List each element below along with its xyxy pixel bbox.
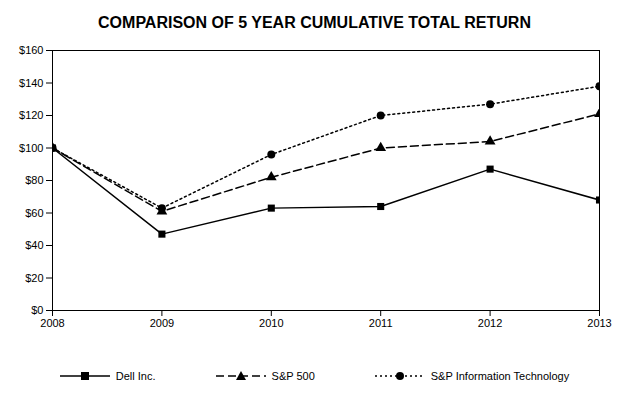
html-text:S&P 500: S&P 500: [271, 370, 315, 382]
html-text:Dell Inc.: Dell Inc.: [115, 370, 156, 382]
svg-text:$160: $160: [19, 44, 43, 56]
svg-text:2010: 2010: [259, 317, 283, 329]
svg-text:2011: 2011: [369, 317, 393, 329]
svg-text:2012: 2012: [478, 317, 502, 329]
svg-text:$60: $60: [25, 207, 43, 219]
svg-text:$0: $0: [31, 304, 43, 316]
svg-text:$20: $20: [25, 272, 43, 284]
svg-text:$100: $100: [19, 142, 43, 154]
svg-text:$80: $80: [25, 174, 43, 186]
svg-text:$140: $140: [19, 77, 43, 89]
html-text:S&P Information Technology: S&P Information Technology: [430, 370, 570, 382]
html-text:COMPARISON OF 5 YEAR CUMULATIV: COMPARISON OF 5 YEAR CUMULATIVE TOTAL RE…: [98, 14, 531, 31]
svg-text:$120: $120: [19, 109, 43, 121]
svg-text:2009: 2009: [150, 317, 174, 329]
svg-text:2013: 2013: [587, 317, 611, 329]
svg-text:$40: $40: [25, 239, 43, 251]
svg-text:2008: 2008: [40, 317, 64, 329]
